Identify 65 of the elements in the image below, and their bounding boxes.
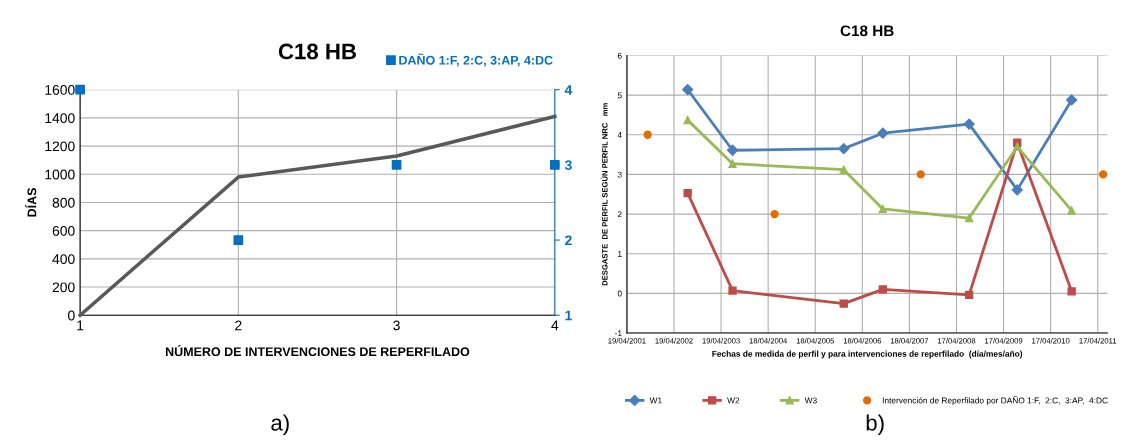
point	[963, 118, 975, 130]
point	[683, 188, 692, 198]
y2-tick-label: 2	[565, 235, 572, 246]
y2-tick-label: 4	[564, 85, 573, 95]
x-tick-label: 3	[393, 320, 400, 331]
y-tick-label: 200	[52, 282, 75, 293]
point	[643, 130, 652, 139]
y-tick-label: 1200	[45, 141, 75, 152]
y-tick-label: 0	[617, 290, 622, 297]
y-tick-label: 5	[617, 92, 622, 99]
point	[683, 115, 692, 125]
point	[728, 286, 737, 295]
point	[1098, 170, 1108, 179]
point	[728, 159, 737, 168]
y-tick-label: 4	[617, 132, 622, 138]
y-tick-label: 400	[52, 254, 75, 265]
point	[75, 84, 85, 95]
y2-tick-label: 1	[565, 310, 572, 321]
y-tick-label: 6	[617, 52, 622, 59]
legend-label: Intervención de Reperfilado por DAÑO 1:F, 2:C, 3:AP, 4:DC	[882, 396, 1108, 406]
legend-label: W3	[804, 397, 817, 404]
point	[877, 127, 889, 139]
y2-tick-label: 3	[564, 160, 572, 171]
point	[233, 235, 244, 245]
y-tick-label: 0	[68, 310, 75, 321]
legend-label: DAÑO 1:F, 2:C, 3:AP, 4:DC	[399, 53, 553, 67]
point	[964, 290, 974, 300]
y-tick-label: 800	[52, 197, 75, 208]
y-tick-label: 600	[52, 225, 75, 236]
point	[770, 209, 779, 219]
point	[1066, 94, 1078, 106]
point	[1067, 206, 1076, 215]
x-tick-label: 4	[551, 320, 559, 331]
chart-title: C18 HB	[840, 25, 894, 37]
point	[839, 299, 848, 308]
y-tick-label: -1	[615, 330, 622, 337]
point	[549, 160, 560, 170]
point	[916, 170, 925, 179]
point	[1013, 142, 1022, 151]
text: b)	[866, 414, 884, 436]
point	[1011, 184, 1023, 196]
y-axis-title: DÍAS	[25, 188, 37, 217]
legend-label: W1	[649, 397, 662, 404]
point	[838, 143, 850, 155]
x-axis-title: NÚMERO DE INTERVENCIONES DE REPERFILADO	[165, 344, 470, 357]
point	[391, 160, 402, 170]
chart-title: C18 HB	[278, 43, 356, 60]
y-tick-label: 1600	[45, 85, 75, 95]
legend-label: W2	[727, 397, 740, 404]
text: a)	[271, 414, 289, 436]
point	[839, 165, 848, 174]
x-axis-title: Fechas de medida de perfil y para intervenciones de reperfilado (día/mes/año)	[712, 350, 1023, 359]
point	[878, 204, 887, 214]
x-tick-label: 1	[77, 320, 84, 331]
y-tick-label: 3	[617, 171, 622, 178]
point	[1067, 287, 1076, 296]
y-tick-label: 2	[617, 211, 622, 218]
point	[964, 213, 974, 223]
point	[878, 285, 887, 294]
point	[682, 83, 694, 96]
y-tick-label: 1400	[45, 113, 75, 124]
point	[726, 144, 739, 156]
x-tick-label: 2	[235, 320, 242, 331]
y-tick-label: 1000	[45, 169, 75, 180]
y-tick-label: 1	[618, 251, 622, 257]
